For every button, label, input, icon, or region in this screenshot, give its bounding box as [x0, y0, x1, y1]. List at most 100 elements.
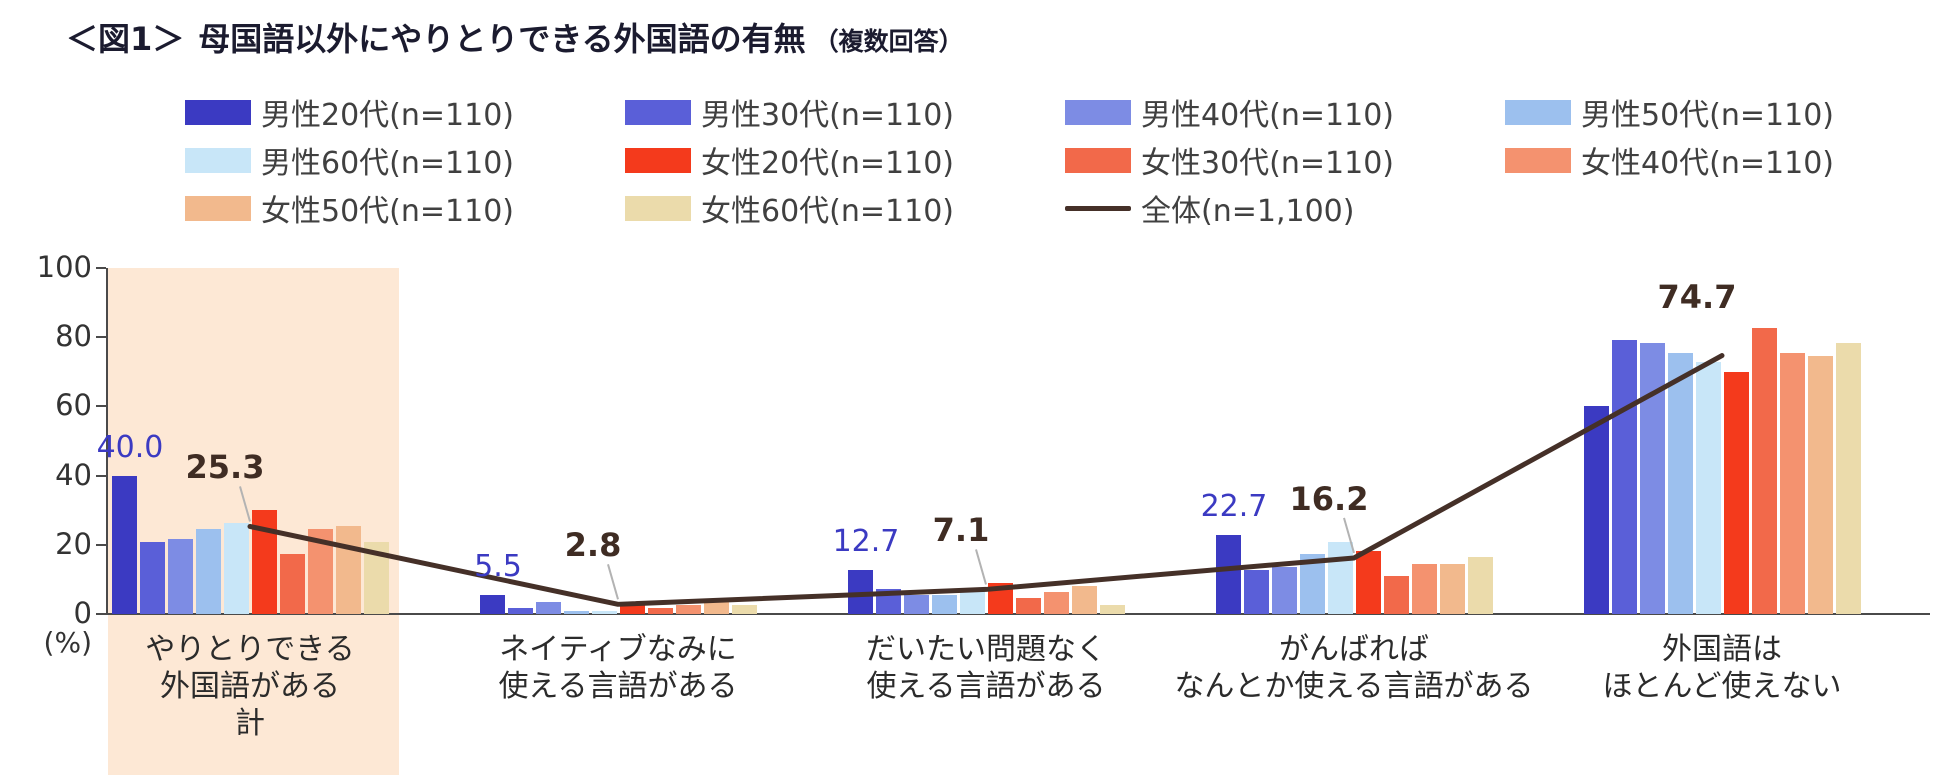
bar	[1723, 371, 1749, 614]
bar	[647, 607, 673, 614]
y-tick-mark	[96, 474, 106, 477]
overall-value-label: 7.1	[932, 511, 990, 550]
legend-color-swatch	[185, 147, 251, 173]
bar	[563, 610, 589, 614]
bar	[675, 604, 701, 614]
legend-label: 男性40代(n=110)	[1141, 98, 1394, 133]
bar	[1639, 343, 1665, 614]
bar	[703, 601, 729, 614]
legend-item: 女性40代(n=110)	[1505, 143, 1834, 181]
legend-item: 男性20代(n=110)	[185, 95, 514, 133]
y-tick-label: 60	[55, 388, 92, 423]
bar	[1467, 557, 1493, 614]
legend-label: 女性20代(n=110)	[701, 146, 954, 181]
bar	[223, 522, 249, 614]
y-tick-label: 20	[55, 526, 92, 561]
bar	[111, 475, 137, 614]
overall-value-label: 2.8	[564, 526, 622, 565]
bar	[335, 525, 361, 614]
y-tick-mark	[96, 267, 106, 269]
legend-item: 男性60代(n=110)	[185, 143, 514, 181]
bar	[1383, 576, 1409, 614]
bar	[479, 594, 505, 614]
bar	[1043, 591, 1069, 614]
legend-color-swatch	[625, 195, 691, 221]
legend-item: 女性30代(n=110)	[1065, 143, 1394, 181]
legend-label: 男性20代(n=110)	[261, 98, 514, 133]
bar	[535, 601, 561, 614]
bar	[1355, 551, 1381, 614]
bar	[167, 538, 193, 614]
bar	[1695, 362, 1721, 614]
bar	[1611, 340, 1637, 614]
bar	[139, 541, 165, 614]
y-axis-line	[106, 268, 108, 615]
legend-label: 男性30代(n=110)	[701, 98, 954, 133]
legend-label: 女性60代(n=110)	[701, 194, 954, 229]
bar	[1099, 604, 1125, 614]
bar	[1015, 598, 1041, 614]
legend-label: 男性50代(n=110)	[1581, 98, 1834, 133]
bar	[507, 607, 533, 614]
legend-label: 女性50代(n=110)	[261, 194, 514, 229]
legend: 男性20代(n=110) 男性30代(n=110) 男性40代(n=110) 男性50…	[0, 0, 1950, 240]
bar	[959, 588, 985, 614]
bar	[1667, 352, 1693, 614]
category-label: 外国語は ほとんど使えない	[1602, 632, 1842, 704]
bar	[931, 594, 957, 614]
bar	[1215, 535, 1241, 614]
legend-item: 男性40代(n=110)	[1065, 95, 1394, 133]
y-tick-label: 80	[55, 319, 92, 354]
legend-item: 男性50代(n=110)	[1505, 95, 1834, 133]
bar	[1835, 343, 1861, 614]
legend-item: 男性30代(n=110)	[625, 95, 954, 133]
legend-item: 女性50代(n=110)	[185, 191, 514, 229]
bar	[987, 582, 1013, 614]
legend-color-swatch	[1065, 147, 1131, 173]
bar	[1071, 585, 1097, 614]
bar	[875, 588, 901, 614]
overall-value-label: 74.7	[1657, 277, 1737, 316]
bar	[1779, 352, 1805, 614]
legend-color-swatch	[185, 99, 251, 125]
title-note: （複数回答）	[813, 27, 964, 56]
y-tick-mark	[96, 613, 106, 615]
legend-label: 全体(n=1,100)	[1141, 194, 1355, 229]
y-axis-unit: (%)	[43, 626, 92, 659]
bar	[1583, 406, 1609, 614]
legend-item: 女性60代(n=110)	[625, 191, 954, 229]
y-tick-mark	[96, 405, 106, 408]
y-tick-label: 100	[36, 250, 92, 284]
bar	[619, 601, 645, 614]
overall-value-label: 25.3	[185, 448, 265, 487]
legend-label: 男性60代(n=110)	[261, 146, 514, 181]
category-label: だいたい問題なく 使える言語がある	[866, 632, 1106, 704]
bar	[195, 529, 221, 614]
series-value-label: 40.0	[96, 429, 164, 465]
category-label: がんばれば なんとか使える言語がある	[1174, 632, 1534, 704]
legend-color-swatch	[625, 99, 691, 125]
bar	[1243, 570, 1269, 614]
bar	[279, 554, 305, 614]
legend-color-swatch	[1065, 99, 1131, 125]
legend-line-swatch	[1065, 205, 1131, 211]
bar	[1411, 563, 1437, 614]
bar	[1751, 327, 1777, 614]
title-text: 母国語以外にやりとりできる外国語の有無	[198, 20, 806, 58]
legend-item: 全体(n=1,100)	[1065, 191, 1354, 229]
legend-label: 女性40代(n=110)	[1581, 146, 1834, 181]
category-label: ネイティブなみに 使える言語がある	[498, 632, 738, 704]
legend-item: 女性20代(n=110)	[625, 143, 954, 181]
y-tick-mark	[96, 336, 106, 339]
bar	[1327, 541, 1353, 614]
bar	[1807, 356, 1833, 614]
legend-color-swatch	[1505, 147, 1571, 173]
bar	[251, 510, 277, 614]
bar	[1271, 566, 1297, 614]
figure-number: ＜図1＞	[66, 20, 185, 58]
bar	[1299, 554, 1325, 614]
bar	[903, 594, 929, 614]
chart-title: ＜図1＞ 母国語以外にやりとりできる外国語の有無 （複数回答）	[66, 14, 964, 60]
